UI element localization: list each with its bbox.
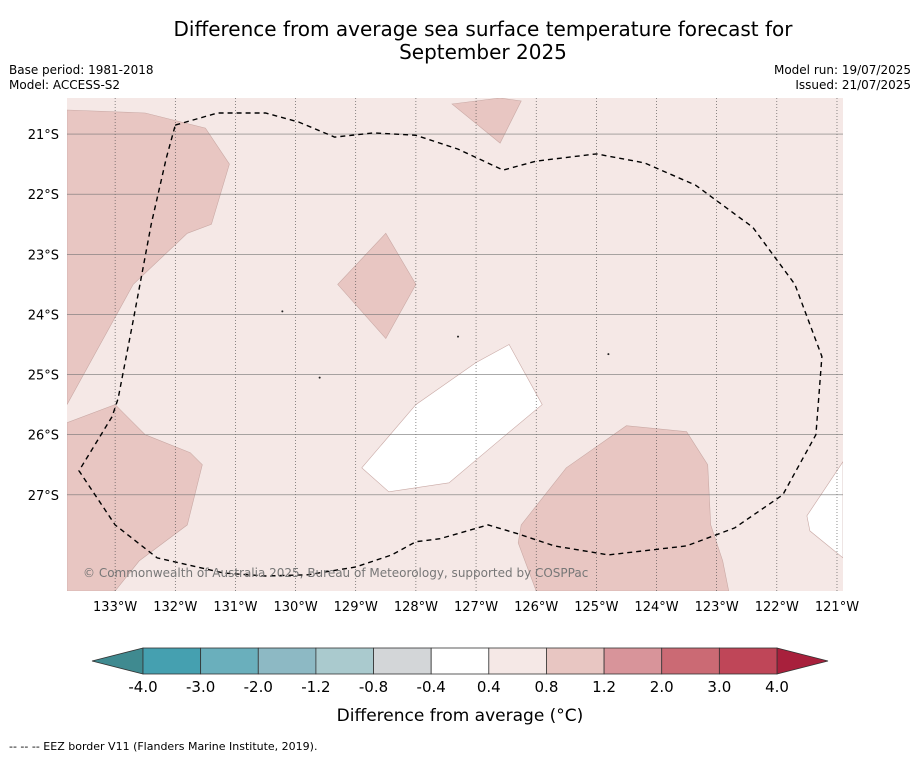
longitude-tick-label: 133°W xyxy=(93,600,137,615)
colorbar-over-arrow xyxy=(776,647,829,675)
footer-note: -- -- -- EEZ border V11 (Flanders Marine… xyxy=(9,740,318,753)
longitude-tick-label: 126°W xyxy=(514,600,558,615)
anomaly-region-6 xyxy=(361,344,543,493)
anomaly-regions xyxy=(67,98,843,591)
latitude-tick-label: 21°S xyxy=(28,128,59,143)
longitude-tick-label: 130°W xyxy=(274,600,318,615)
colorbar-segment xyxy=(430,647,490,675)
colorbar-segment xyxy=(200,647,259,675)
colorbar-tick-label: 0.4 xyxy=(477,678,501,696)
colorbar-segment xyxy=(373,647,432,675)
longitude-tick-label: 122°W xyxy=(755,600,799,615)
latitude-labels: 21°S 22°S 23°S 24°S 25°S 26°S 27°S xyxy=(28,128,59,504)
chart-title: Difference from average sea surface temp… xyxy=(80,18,886,64)
colorbar-label: Difference from average (°C) xyxy=(337,706,584,726)
colorbar-tick-label: -0.4 xyxy=(417,678,446,696)
latitude-tick-label: 27°S xyxy=(28,489,59,504)
colorbar-segment xyxy=(257,647,317,675)
copyright-text: © Commonwealth of Australia 2025, Bureau… xyxy=(83,566,588,580)
anomaly-region-4 xyxy=(451,98,522,144)
longitude-labels: 133°W 132°W 131°W 130°W 129°W 128°W 127°W 126°W… xyxy=(93,600,859,615)
longitude-tick-label: 123°W xyxy=(695,600,739,615)
colorbar-segment xyxy=(661,647,720,675)
eez-border-line xyxy=(78,112,823,577)
anomaly-region-1 xyxy=(67,109,230,405)
island-marker xyxy=(457,335,460,338)
colorbar-tick-label: 1.2 xyxy=(592,678,616,696)
colorbar-segment xyxy=(488,647,547,675)
island-marker xyxy=(281,310,284,313)
colorbar-tick-label: -3.0 xyxy=(186,678,215,696)
longitude-tick-label: 125°W xyxy=(574,600,618,615)
colorbar-tick-label: -1.2 xyxy=(301,678,330,696)
latitude-tick-label: 26°S xyxy=(28,429,59,444)
meta-right: Model run: 19/07/2025 Issued: 21/07/2025 xyxy=(774,63,911,93)
title-line-1: Difference from average sea surface temp… xyxy=(173,17,793,41)
latitude-tick-label: 22°S xyxy=(28,188,59,203)
issued-date: Issued: 21/07/2025 xyxy=(795,78,911,92)
colorbar-tick-label: 2.0 xyxy=(650,678,674,696)
colorbar-segment xyxy=(546,647,605,675)
longitude-tick-label: 131°W xyxy=(213,600,257,615)
title-line-2: September 2025 xyxy=(399,40,567,64)
latitude-tick-label: 25°S xyxy=(28,369,59,384)
colorbar-under-arrow xyxy=(91,647,144,675)
colorbar-tick-label: 3.0 xyxy=(707,678,731,696)
anomaly-region-7 xyxy=(806,461,843,559)
anomaly-region-3 xyxy=(337,232,417,340)
anomaly-region-5 xyxy=(517,425,730,591)
colorbar-tick-label: -4.0 xyxy=(128,678,157,696)
colorbar-segment xyxy=(603,647,663,675)
colorbar-segment xyxy=(718,647,778,675)
base-period: Base period: 1981-2018 xyxy=(9,63,154,77)
latitude-tick-label: 24°S xyxy=(28,308,59,323)
model-run: Model run: 19/07/2025 xyxy=(773,63,911,77)
colorbar: -4.0 -3.0 -2.0 -1.2 -0.8 -0.4 0.4 0.8 1.2 2.0 3.0 4… xyxy=(91,647,829,696)
longitude-tick-label: 121°W xyxy=(815,600,859,615)
colorbar-segment xyxy=(315,647,374,675)
colorbar-segment xyxy=(142,647,202,675)
colorbar-tick-label: 0.8 xyxy=(535,678,559,696)
latitude-tick-label: 23°S xyxy=(28,248,59,263)
islands xyxy=(281,310,610,379)
island-marker xyxy=(607,353,610,356)
meta-left: Base period: 1981-2018 Model: ACCESS-S2 xyxy=(9,63,154,93)
graticule xyxy=(67,98,843,591)
longitude-tick-label: 127°W xyxy=(454,600,498,615)
island-marker xyxy=(318,376,321,379)
colorbar-tick-label: -2.0 xyxy=(244,678,273,696)
longitude-tick-label: 128°W xyxy=(394,600,438,615)
longitude-tick-label: 124°W xyxy=(634,600,678,615)
colorbar-tick-label: 4.0 xyxy=(765,678,789,696)
colorbar-tick-label: -0.8 xyxy=(359,678,388,696)
longitude-tick-label: 132°W xyxy=(153,600,197,615)
model-name: Model: ACCESS-S2 xyxy=(9,78,121,92)
longitude-tick-label: 129°W xyxy=(334,600,378,615)
